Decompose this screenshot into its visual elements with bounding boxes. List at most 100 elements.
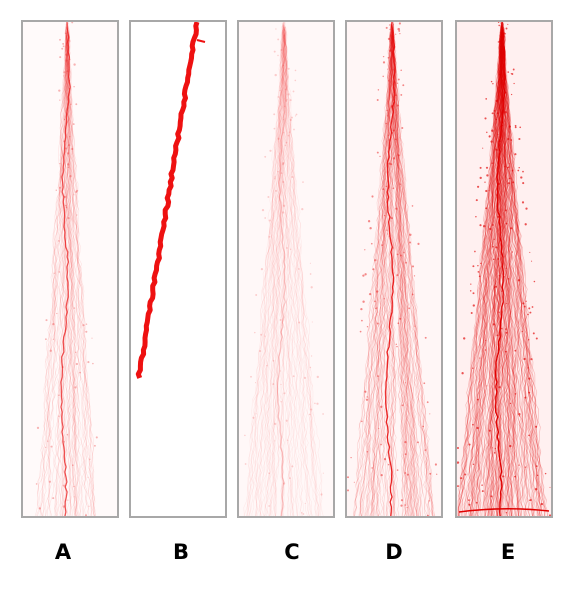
trace-speck: [364, 273, 367, 276]
trace-speck: [488, 429, 491, 432]
trace-speck: [50, 445, 53, 448]
trace-speck: [291, 175, 294, 179]
trace-speck: [274, 176, 276, 178]
trace-speck: [73, 307, 76, 309]
trace-line: [64, 25, 79, 516]
trace-speck: [274, 73, 277, 77]
trace-speck: [365, 398, 369, 401]
trace-speck: [87, 476, 89, 478]
trace-line: [258, 28, 286, 516]
trace-speck: [381, 244, 383, 246]
trace-line: [64, 26, 76, 516]
trace-line: [54, 35, 70, 516]
trace-line: [366, 23, 394, 516]
trace-speck: [457, 461, 460, 464]
trace-speck: [268, 235, 271, 238]
trace-speck: [422, 425, 425, 428]
trace-line: [282, 25, 294, 516]
trace-speck: [396, 82, 399, 84]
trace-speck: [72, 464, 74, 466]
trace-speck: [423, 382, 426, 385]
trace-line: [264, 25, 286, 516]
trace-speck: [472, 463, 475, 466]
trace-line: [391, 35, 436, 516]
trace-line: [283, 22, 319, 516]
trace-speck: [282, 482, 286, 485]
trace-trunk: [494, 22, 506, 516]
trace-line: [372, 23, 394, 516]
trace-speck: [392, 247, 394, 249]
trace-speck: [295, 113, 298, 116]
trace-speck: [523, 305, 526, 308]
trace-speck: [285, 419, 288, 422]
trace-line: [488, 35, 503, 516]
trace-line: [467, 30, 504, 516]
trace-speck: [486, 174, 489, 177]
trace-speck: [308, 413, 311, 416]
trace-speck: [400, 254, 402, 257]
trace-speck: [309, 273, 312, 275]
trace-speck: [273, 50, 276, 53]
trace-speck: [498, 311, 500, 313]
trace-speck: [518, 166, 520, 169]
trace-speck: [297, 268, 300, 270]
trace-speck: [309, 262, 311, 264]
trace-speck: [75, 191, 78, 193]
trace-speck: [284, 105, 286, 108]
trace-speck: [397, 322, 400, 325]
trace-line: [389, 29, 410, 516]
trace-speck: [399, 32, 401, 35]
trace-speck: [404, 382, 406, 384]
trace-baseline: [458, 508, 550, 513]
trace-line: [283, 34, 304, 516]
trace-line: [359, 23, 393, 516]
trace-speck: [399, 183, 402, 185]
trace-line: [390, 24, 422, 516]
trace-speck: [506, 166, 509, 169]
trace-line: [390, 23, 422, 516]
trace-line: [481, 26, 504, 516]
trace-speck: [529, 499, 532, 501]
trace-speck: [396, 274, 399, 277]
trace-line: [65, 22, 85, 516]
trace-speck: [62, 45, 65, 48]
trace-speck: [362, 274, 365, 277]
trace-speck: [492, 245, 494, 248]
trace-line: [391, 27, 434, 516]
trace-speck: [49, 349, 52, 352]
trace-line: [477, 27, 503, 516]
trace-speck: [362, 300, 365, 303]
trace-speck: [259, 350, 262, 353]
trace-line: [246, 29, 286, 516]
trace-line: [283, 30, 321, 516]
trace-speck: [385, 26, 388, 29]
trace-speck: [500, 327, 503, 330]
trace-speck: [272, 383, 275, 386]
trace-line: [473, 31, 503, 516]
trace-speck: [72, 123, 75, 126]
trace-line: [501, 30, 513, 516]
trace-speck: [495, 285, 498, 288]
trace-speck: [244, 434, 246, 437]
trace-speck: [534, 488, 538, 491]
trace-line: [282, 29, 299, 516]
trace-line: [502, 34, 540, 516]
trace-speck: [286, 98, 288, 101]
trace-speck: [497, 215, 500, 218]
trace-speck: [376, 322, 379, 325]
trace-speck: [275, 28, 277, 30]
trace-speck: [508, 163, 510, 165]
trace-line: [500, 22, 521, 516]
trace-speck: [69, 58, 71, 60]
trace-speck: [505, 331, 508, 334]
trace-line: [500, 33, 536, 516]
trace-speck: [377, 375, 379, 378]
trace-speck: [485, 189, 488, 193]
trace-line: [502, 22, 534, 516]
trace-line: [280, 24, 287, 516]
trace-line: [382, 28, 395, 516]
trace-speck: [468, 443, 471, 446]
trace-speck: [269, 149, 272, 152]
trace-speck: [496, 194, 498, 196]
trace-line: [390, 29, 412, 516]
